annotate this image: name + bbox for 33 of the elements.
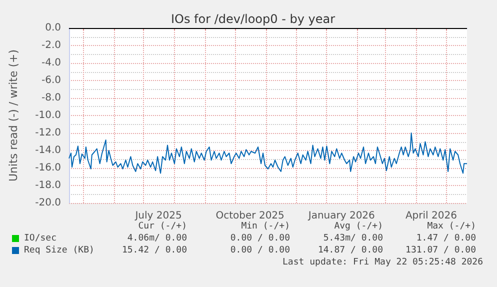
text: 15.42 / 0.00 [122, 246, 187, 256]
y-tick-label: -14.0 [35, 145, 61, 156]
x-tick-label: July 2025 [134, 210, 182, 222]
line-series [68, 132, 468, 174]
x-tick-label: January 2026 [307, 210, 375, 222]
text: 4.06m/ 0.00 [127, 234, 187, 244]
text: 1.47 / 0.00 [416, 234, 476, 244]
y-tick-label: -12.0 [35, 128, 61, 138]
x-tick-label: October 2025 [216, 210, 284, 222]
text: 131.07 / 0.00 [406, 246, 476, 256]
legend-label: Req Size (KB) [24, 246, 94, 256]
text: 0.00 / 0.00 [230, 246, 290, 256]
y-tick-label: -20.0 [35, 198, 61, 208]
text: Min (-/+) [241, 222, 290, 232]
y-tick-label: -8.0 [41, 92, 61, 104]
chart-title: IOs for /dev/loop0 - by year [170, 12, 336, 26]
y-tick-label: 0.0 [45, 22, 61, 34]
legend-label: IO/sec [24, 234, 57, 244]
text: Avg (-/+) [334, 222, 383, 232]
y-tick-label: -2.0 [41, 40, 61, 51]
y-tick-label: -10.0 [35, 110, 61, 121]
text: 14.87 / 0.00 [318, 246, 383, 256]
text: Last update: Fri May 22 05:25:48 2026 [282, 258, 483, 268]
y-tick-label: -16.0 [35, 162, 61, 174]
y-tick-label: -18.0 [35, 180, 61, 191]
y-axis-title: Units read (-) / write (+) [7, 49, 20, 182]
text: 0.00 / 0.00 [230, 234, 290, 244]
text: Max (-/+) [427, 222, 476, 232]
y-tick-label: -4.0 [41, 58, 61, 68]
y-tick-label: -6.0 [41, 75, 61, 86]
text: Cur (-/+) [138, 222, 187, 232]
text: 5.43m/ 0.00 [323, 234, 383, 244]
x-tick-label: April 2026 [405, 210, 457, 222]
